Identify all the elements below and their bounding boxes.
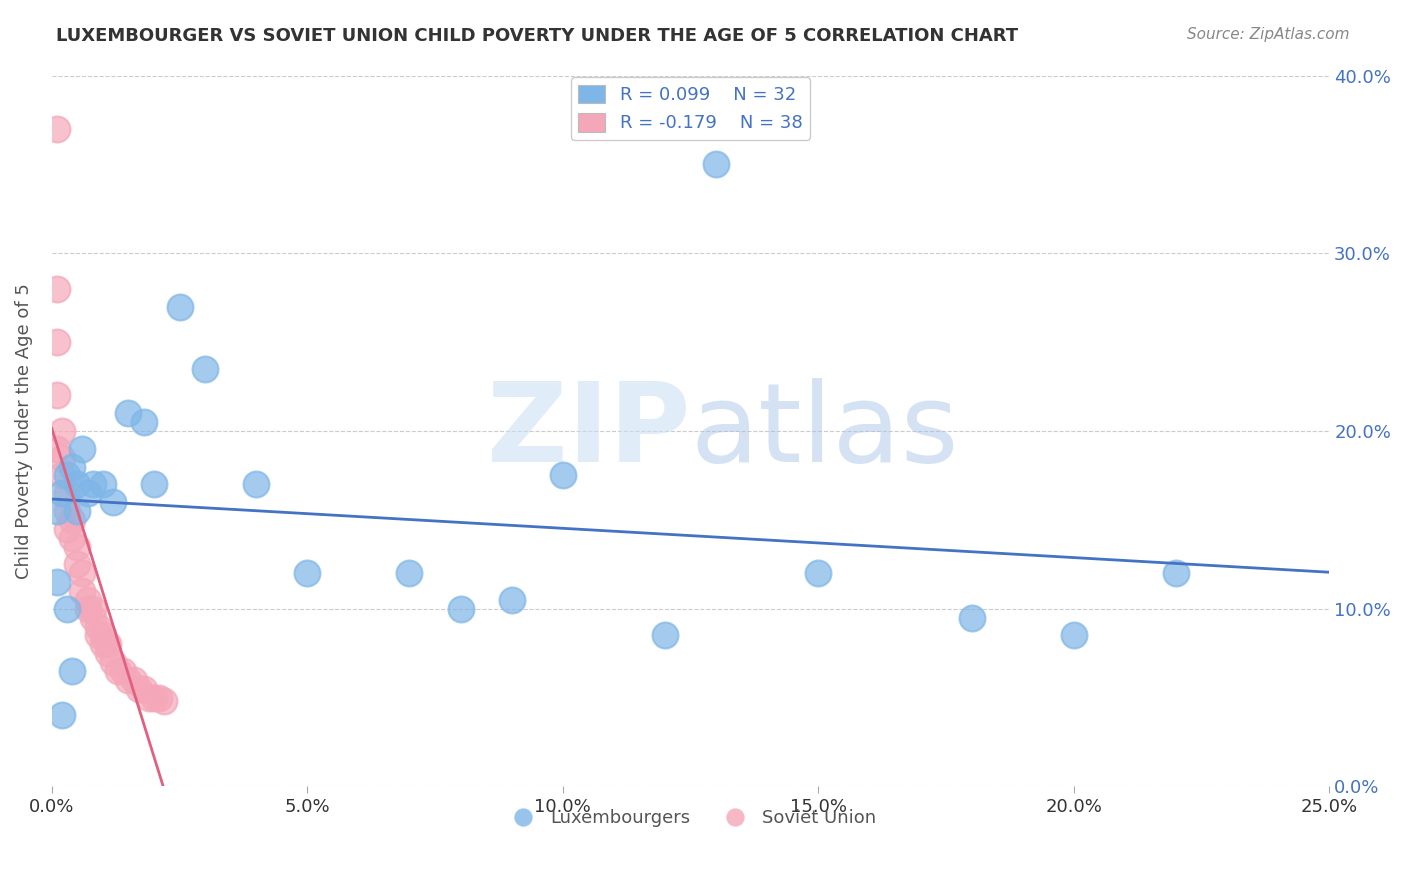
Point [60,664,83,678]
Point [51,468,73,483]
Point [72,584,94,599]
Point [97,637,120,651]
Point [87,619,110,633]
Point [45,504,67,518]
Point [60,459,83,474]
Point [148,690,170,705]
Point [128,681,150,696]
Y-axis label: Child Poverty Under the Age of 5: Child Poverty Under the Age of 5 [15,283,32,579]
Point [132,681,155,696]
Point [704,157,727,171]
Point [551,468,574,483]
Point [51,486,73,500]
Point [82,610,104,624]
Point [66,477,89,491]
Point [194,361,217,376]
Point [51,450,73,465]
Point [1063,628,1085,642]
Point [1164,566,1187,581]
Point [56,486,79,500]
Point [45,388,67,402]
Point [91,477,114,491]
Point [142,477,165,491]
Point [122,673,145,687]
Point [66,540,89,554]
Point [56,522,79,536]
Point [82,601,104,615]
Point [72,442,94,456]
Point [117,406,139,420]
Point [398,566,420,581]
Point [91,628,114,642]
Point [107,664,129,678]
Point [91,637,114,651]
Point [66,558,89,572]
Point [450,601,472,615]
Point [117,673,139,687]
Point [56,601,79,615]
Point [87,628,110,642]
Point [153,694,176,708]
Point [101,495,124,509]
Point [45,442,67,456]
Point [654,628,676,642]
Text: atlas: atlas [690,377,959,484]
Point [112,664,135,678]
Point [60,513,83,527]
Point [72,566,94,581]
Point [45,335,67,350]
Point [138,690,160,705]
Point [45,575,67,590]
Point [76,486,98,500]
Point [960,610,983,624]
Point [807,566,830,581]
Point [132,415,155,429]
Point [169,300,191,314]
Point [142,690,165,705]
Point [60,531,83,545]
Point [82,477,104,491]
Point [101,655,124,669]
Point [45,282,67,296]
Legend: Luxembourgers, Soviet Union: Luxembourgers, Soviet Union [498,802,883,834]
Text: LUXEMBOURGER VS SOVIET UNION CHILD POVERTY UNDER THE AGE OF 5 CORRELATION CHART: LUXEMBOURGER VS SOVIET UNION CHILD POVER… [56,27,1018,45]
Point [56,468,79,483]
Point [97,646,120,660]
Point [45,121,67,136]
Point [51,424,73,438]
Point [76,592,98,607]
Point [501,592,523,607]
Text: Source: ZipAtlas.com: Source: ZipAtlas.com [1187,27,1350,42]
Point [245,477,267,491]
Point [297,566,319,581]
Point [66,504,89,518]
Point [51,708,73,723]
Point [56,504,79,518]
Point [76,601,98,615]
Text: ZIP: ZIP [486,377,690,484]
